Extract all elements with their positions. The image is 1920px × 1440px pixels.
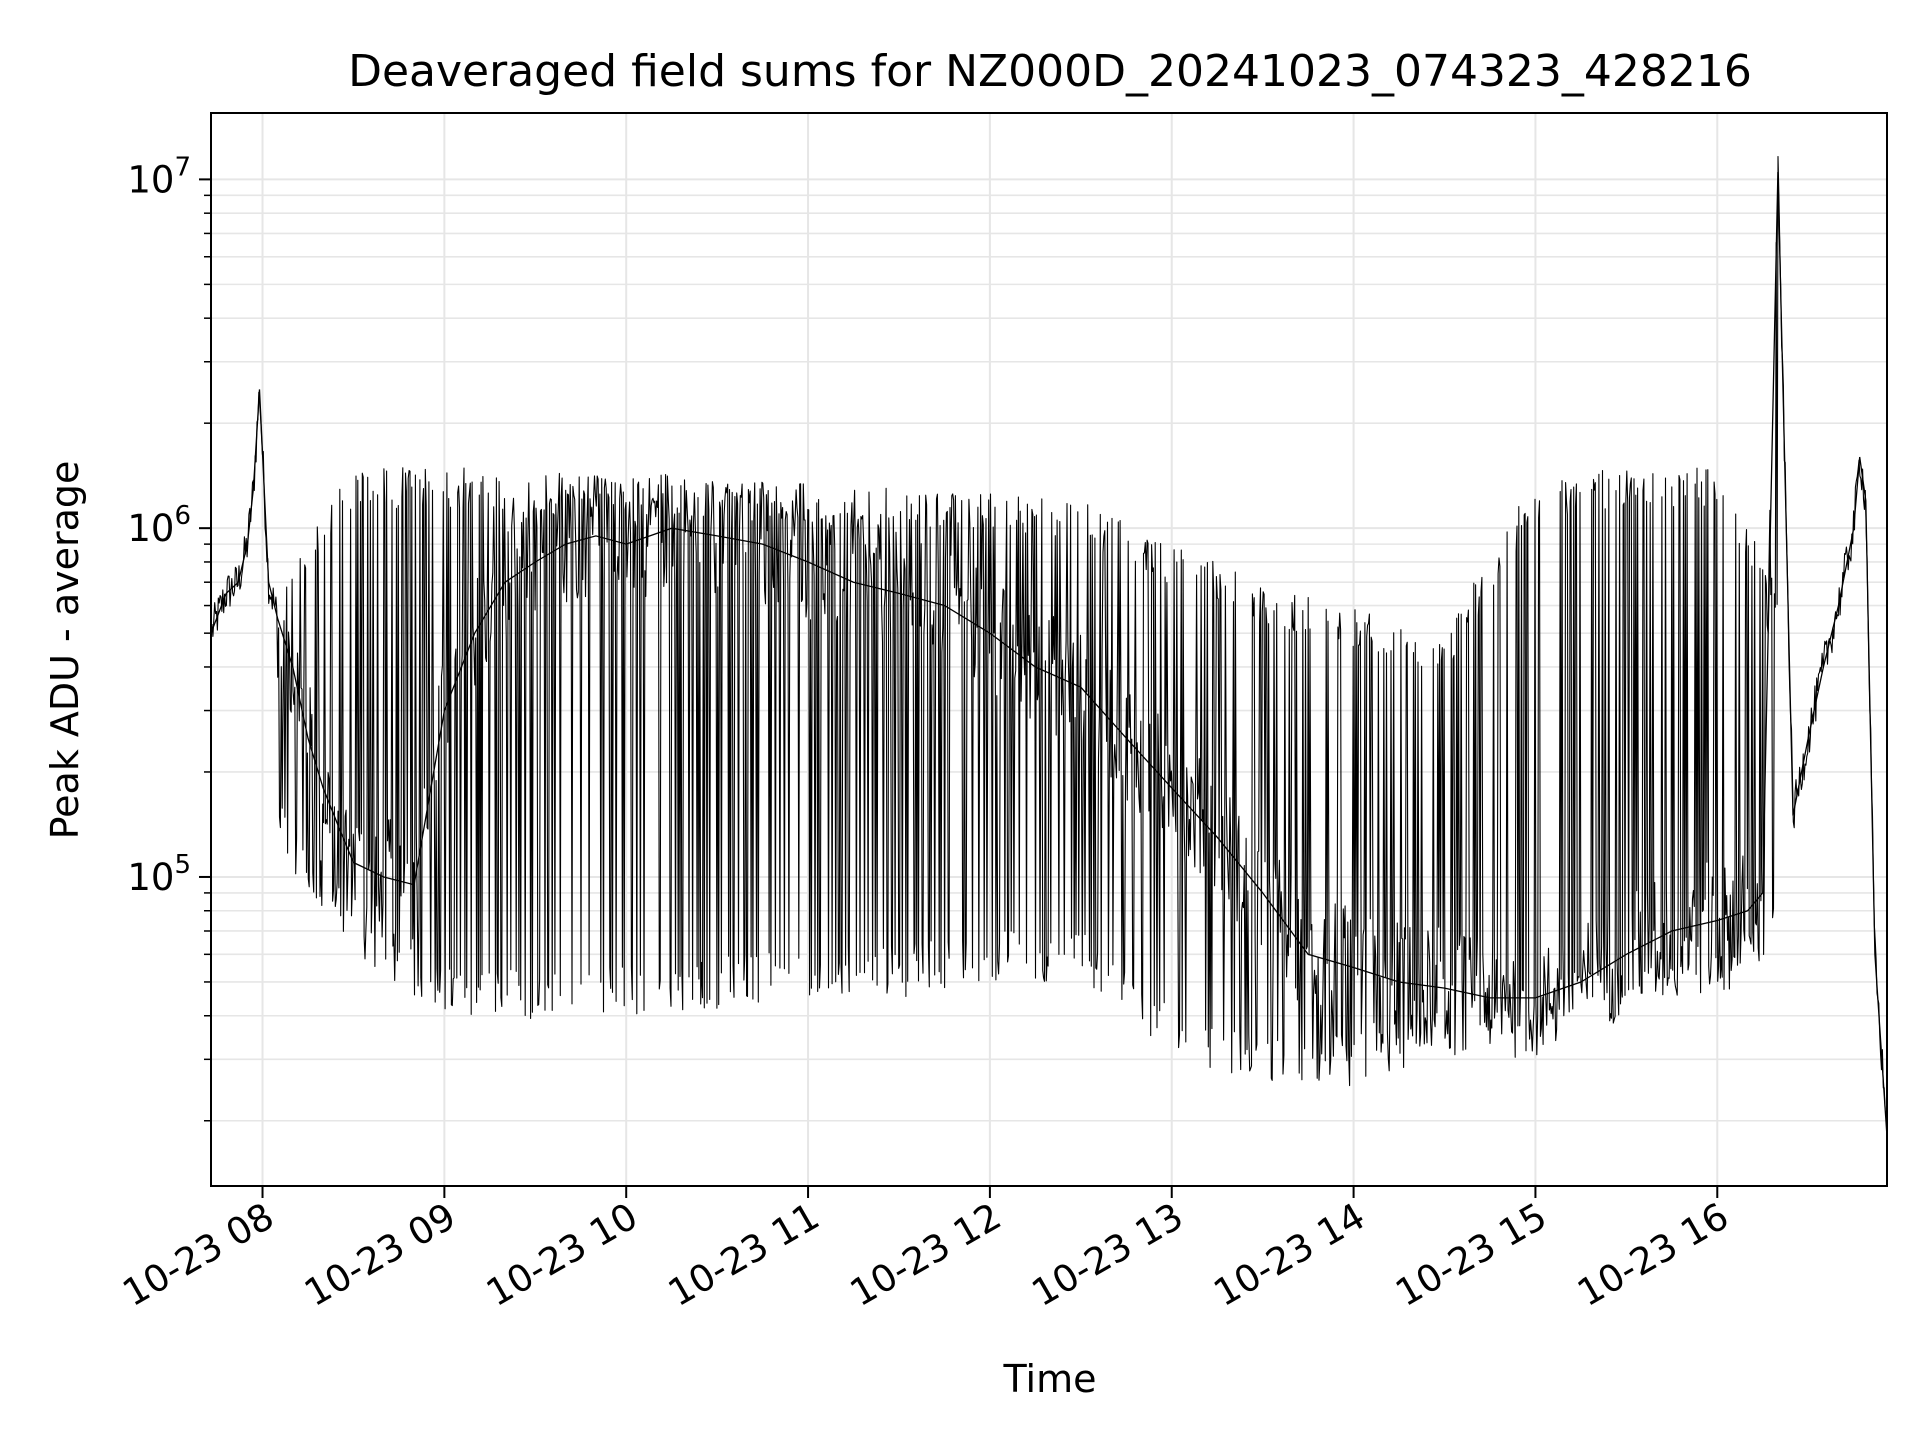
series-line [211, 155, 1886, 1110]
data-line [210, 155, 1888, 1137]
plot-frame [210, 112, 1888, 1187]
y-axis-label: Peak ADU - average [43, 461, 87, 840]
chart-title: Deaveraged field sums for NZ000D_2024102… [348, 46, 1752, 97]
y-tick-exponent: 7 [174, 152, 191, 182]
series-trace [210, 171, 1888, 1137]
x-axis-label: Time [1003, 1357, 1097, 1401]
y-tick-exponent: 5 [174, 850, 191, 880]
y-tick-exponent: 6 [174, 501, 191, 531]
